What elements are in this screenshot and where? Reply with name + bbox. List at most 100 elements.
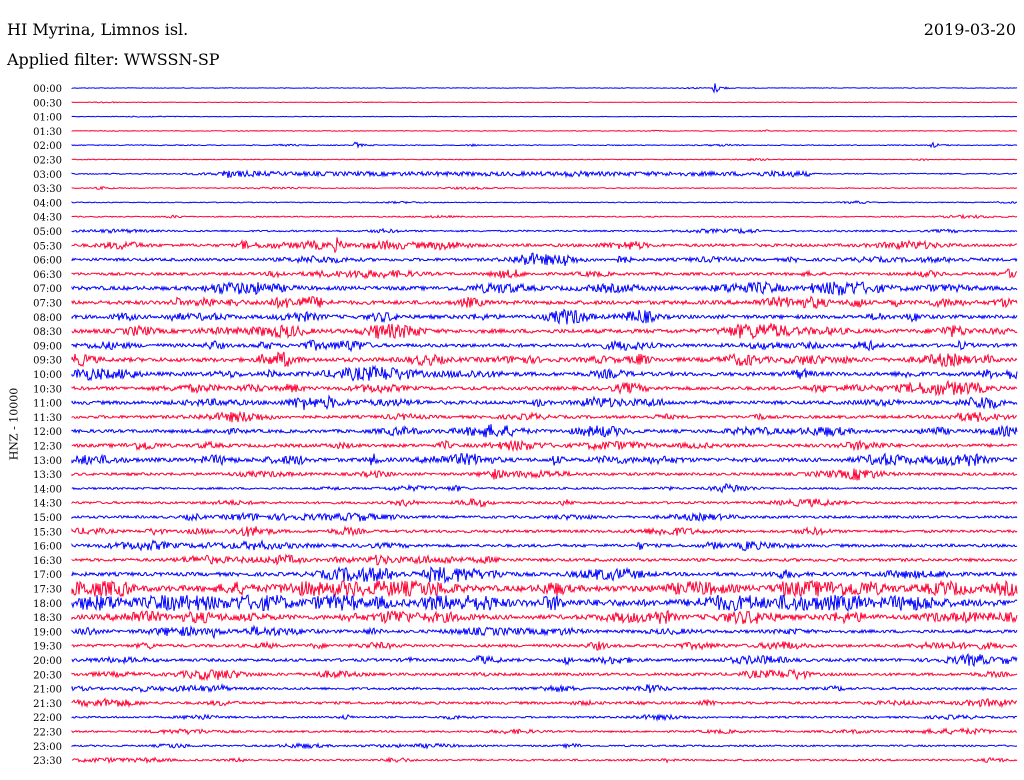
time-label: 03:00 xyxy=(33,170,62,181)
trace-row xyxy=(71,483,1018,494)
time-label: 13:30 xyxy=(33,470,62,481)
time-label: 12:00 xyxy=(33,427,62,438)
trace-row xyxy=(71,351,1018,368)
seismic-traces xyxy=(71,83,1018,765)
time-label: 00:30 xyxy=(33,98,62,109)
trace-row xyxy=(71,364,1018,382)
trace-row xyxy=(71,115,1018,118)
trace-row xyxy=(71,129,1017,132)
filter-label: Applied filter: WWSSN-SP xyxy=(7,50,220,69)
time-label: 16:30 xyxy=(33,556,62,567)
time-label: 09:30 xyxy=(33,356,62,367)
trace-row xyxy=(71,713,1018,722)
time-label: 23:00 xyxy=(33,742,62,753)
trace-row xyxy=(71,756,1018,765)
trace-row xyxy=(71,609,1018,626)
trace-row xyxy=(71,227,1018,235)
time-label: 08:00 xyxy=(33,313,62,324)
trace-row xyxy=(71,379,1018,397)
trace-row xyxy=(71,624,1018,640)
trace-row xyxy=(71,553,1018,566)
time-label: 07:30 xyxy=(33,299,62,310)
time-label: 00:00 xyxy=(33,84,62,95)
trace-row xyxy=(71,424,1018,438)
time-label: 15:00 xyxy=(33,513,62,524)
trace-row xyxy=(71,410,1017,423)
time-label: 11:30 xyxy=(33,413,62,424)
trace-row xyxy=(71,157,1018,162)
trace-row xyxy=(71,668,1018,682)
station-title: HI Myrina, Limnos isl. xyxy=(7,20,189,39)
time-label: 05:30 xyxy=(33,241,62,252)
time-label: 02:00 xyxy=(33,141,62,152)
time-label: 04:00 xyxy=(33,198,62,209)
time-label: 16:00 xyxy=(33,542,62,553)
trace-row xyxy=(71,213,1018,220)
time-label: 17:30 xyxy=(33,585,62,596)
time-label: 11:00 xyxy=(33,399,62,410)
time-label: 05:00 xyxy=(33,227,62,238)
time-label: 06:00 xyxy=(33,256,62,267)
trace-row xyxy=(71,200,1018,205)
trace-row xyxy=(71,497,1018,508)
time-label: 09:00 xyxy=(33,341,62,352)
trace-row xyxy=(71,237,1018,254)
time-labels: 00:00 00:30 01:00 01:30 02:00 02:30 03:00 03:30… xyxy=(33,84,62,767)
time-label: 21:30 xyxy=(33,699,62,710)
trace-row xyxy=(71,83,1018,94)
time-label: 18:00 xyxy=(33,599,62,610)
trace-row xyxy=(71,539,1018,552)
date-label: 2019-03-20 xyxy=(923,20,1016,39)
time-label: 02:30 xyxy=(33,156,62,167)
time-label: 10:30 xyxy=(33,384,62,395)
trace-row xyxy=(71,683,1018,694)
time-label: 19:00 xyxy=(33,627,62,638)
trace-row xyxy=(71,726,1017,736)
time-label: 07:00 xyxy=(33,284,62,295)
time-label: 20:30 xyxy=(33,670,62,681)
time-label: 23:30 xyxy=(33,756,62,767)
trace-row xyxy=(71,169,1018,179)
time-label: 04:30 xyxy=(33,213,62,224)
time-label: 14:00 xyxy=(33,484,62,495)
trace-row xyxy=(71,579,1018,598)
trace-row xyxy=(71,185,1018,191)
trace-row xyxy=(71,652,1018,668)
time-label: 03:30 xyxy=(33,184,62,195)
time-label: 01:00 xyxy=(33,113,62,124)
time-label: 17:00 xyxy=(33,570,62,581)
trace-row xyxy=(71,308,1018,325)
time-label: 13:00 xyxy=(33,456,62,467)
time-label: 06:30 xyxy=(33,270,62,281)
time-label: 12:30 xyxy=(33,442,62,453)
trace-row xyxy=(71,252,1018,267)
time-label: 18:30 xyxy=(33,613,62,624)
trace-row xyxy=(71,511,1018,523)
time-label: 22:00 xyxy=(33,713,62,724)
trace-row xyxy=(71,525,1018,537)
time-label: 20:00 xyxy=(33,656,62,667)
time-label: 15:30 xyxy=(33,527,62,538)
trace-row xyxy=(71,452,1018,467)
time-label: 10:00 xyxy=(33,370,62,381)
trace-row xyxy=(71,742,1018,750)
trace-row xyxy=(71,268,1018,280)
trace-row xyxy=(71,295,1018,310)
time-label: 21:00 xyxy=(33,685,62,696)
trace-row xyxy=(71,280,1018,296)
trace-row xyxy=(71,697,1018,709)
time-label: 08:30 xyxy=(33,327,62,338)
time-label: 19:30 xyxy=(33,642,62,653)
trace-row xyxy=(71,394,1018,411)
trace-row xyxy=(71,566,1018,584)
trace-row xyxy=(71,323,1018,340)
trace-row xyxy=(71,141,1018,149)
trace-row xyxy=(71,468,1018,481)
trace-row xyxy=(71,640,1017,652)
trace-row xyxy=(71,439,1018,453)
trace-row xyxy=(71,338,1018,353)
time-label: 14:30 xyxy=(33,499,62,510)
time-label: 22:30 xyxy=(33,728,62,739)
trace-row xyxy=(71,101,1018,104)
